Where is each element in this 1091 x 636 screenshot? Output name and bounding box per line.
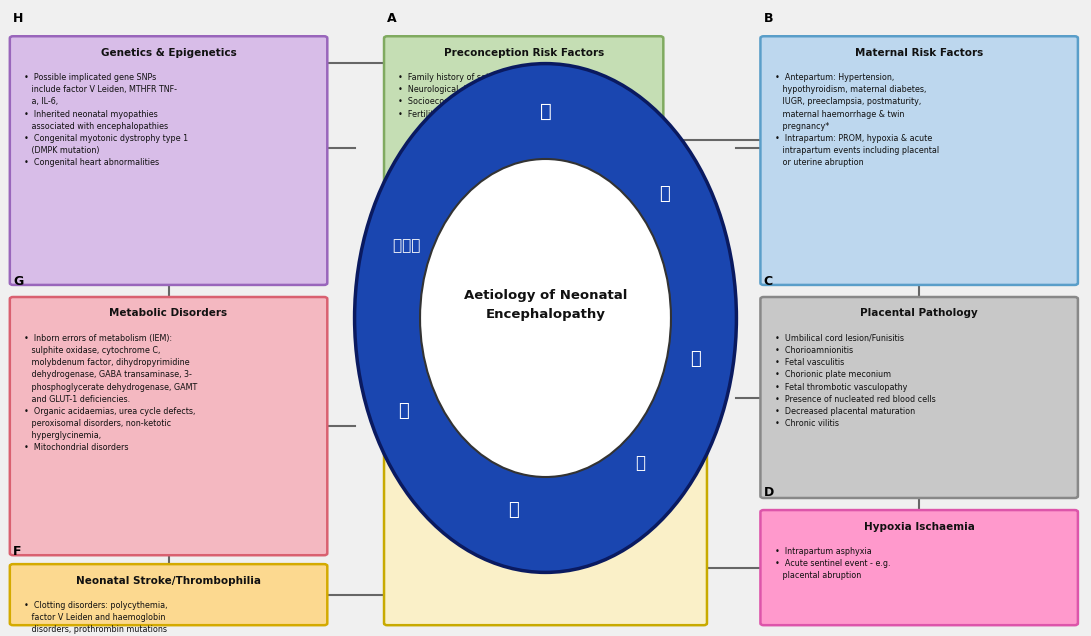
Text: Perinatal Infection: Perinatal Infection [491, 277, 600, 287]
Text: 👨‍👩‍👧: 👨‍👩‍👧 [393, 238, 420, 253]
FancyBboxPatch shape [384, 36, 663, 244]
FancyBboxPatch shape [384, 265, 707, 625]
Text: Maternal Risk Factors: Maternal Risk Factors [855, 48, 983, 58]
Text: Aetiology of Neonatal
Encephalopathy: Aetiology of Neonatal Encephalopathy [464, 289, 627, 321]
Text: F: F [13, 545, 22, 558]
Text: •  Bacterial infections (gram +/-)
•  TORCH infections:
     ◦  Toxoplasmosis
  : • Bacterial infections (gram +/-) • TORC… [398, 302, 550, 396]
Text: Neonatal Stroke/Thrombophilia: Neonatal Stroke/Thrombophilia [76, 576, 261, 586]
Text: H: H [13, 13, 24, 25]
Text: E: E [387, 243, 396, 256]
Text: •  Umbilical cord lesion/Funisitis
•  Chorioamnionitis
•  Fetal vasculitis
•  Ch: • Umbilical cord lesion/Funisitis • Chor… [775, 334, 935, 428]
Text: •  Family history of seizures
•  Neurological disorders
•  Socioeconomic status
: • Family history of seizures • Neurologi… [398, 73, 511, 118]
Text: •  Possible implicated gene SNPs
   include factor V Leiden, MTHFR TNF-
   a, IL: • Possible implicated gene SNPs include … [24, 73, 188, 167]
FancyBboxPatch shape [760, 510, 1078, 625]
Text: •  Antepartum: Hypertension,
   hypothyroidism, maternal diabetes,
   IUGR, pree: • Antepartum: Hypertension, hypothyroidi… [775, 73, 938, 167]
Text: Metabolic Disorders: Metabolic Disorders [109, 308, 228, 319]
Text: Placental Pathology: Placental Pathology [861, 308, 978, 319]
Text: Genetics & Epigenetics: Genetics & Epigenetics [100, 48, 237, 58]
Text: 🧍: 🧍 [398, 402, 408, 420]
Text: B: B [764, 13, 774, 25]
FancyBboxPatch shape [760, 297, 1078, 498]
Text: 🤰: 🤰 [540, 102, 551, 121]
Text: G: G [13, 275, 23, 288]
Ellipse shape [355, 64, 736, 572]
Text: 💗: 💗 [508, 501, 519, 519]
FancyBboxPatch shape [760, 36, 1078, 285]
Text: 🧠: 🧠 [691, 350, 702, 368]
Text: Preconception Risk Factors: Preconception Risk Factors [444, 48, 603, 58]
FancyBboxPatch shape [10, 36, 327, 285]
Text: A: A [387, 13, 397, 25]
Text: •  Inborn errors of metabolism (IEM):
   sulphite oxidase, cytochrome C,
   moly: • Inborn errors of metabolism (IEM): sul… [24, 334, 197, 452]
Text: C: C [764, 275, 772, 288]
Text: 🤒: 🤒 [635, 453, 646, 472]
Text: D: D [764, 487, 774, 499]
Ellipse shape [420, 159, 671, 477]
Text: 🔬: 🔬 [659, 185, 670, 203]
FancyBboxPatch shape [10, 297, 327, 555]
Text: •  Clotting disorders: polycythemia,
   factor V Leiden and haemoglobin
   disor: • Clotting disorders: polycythemia, fact… [24, 601, 168, 634]
Text: •  Intrapartum asphyxia
•  Acute sentinel event - e.g.
   placental abruption: • Intrapartum asphyxia • Acute sentinel … [775, 547, 890, 580]
FancyBboxPatch shape [10, 564, 327, 625]
Text: Hypoxia Ischaemia: Hypoxia Ischaemia [864, 522, 974, 532]
